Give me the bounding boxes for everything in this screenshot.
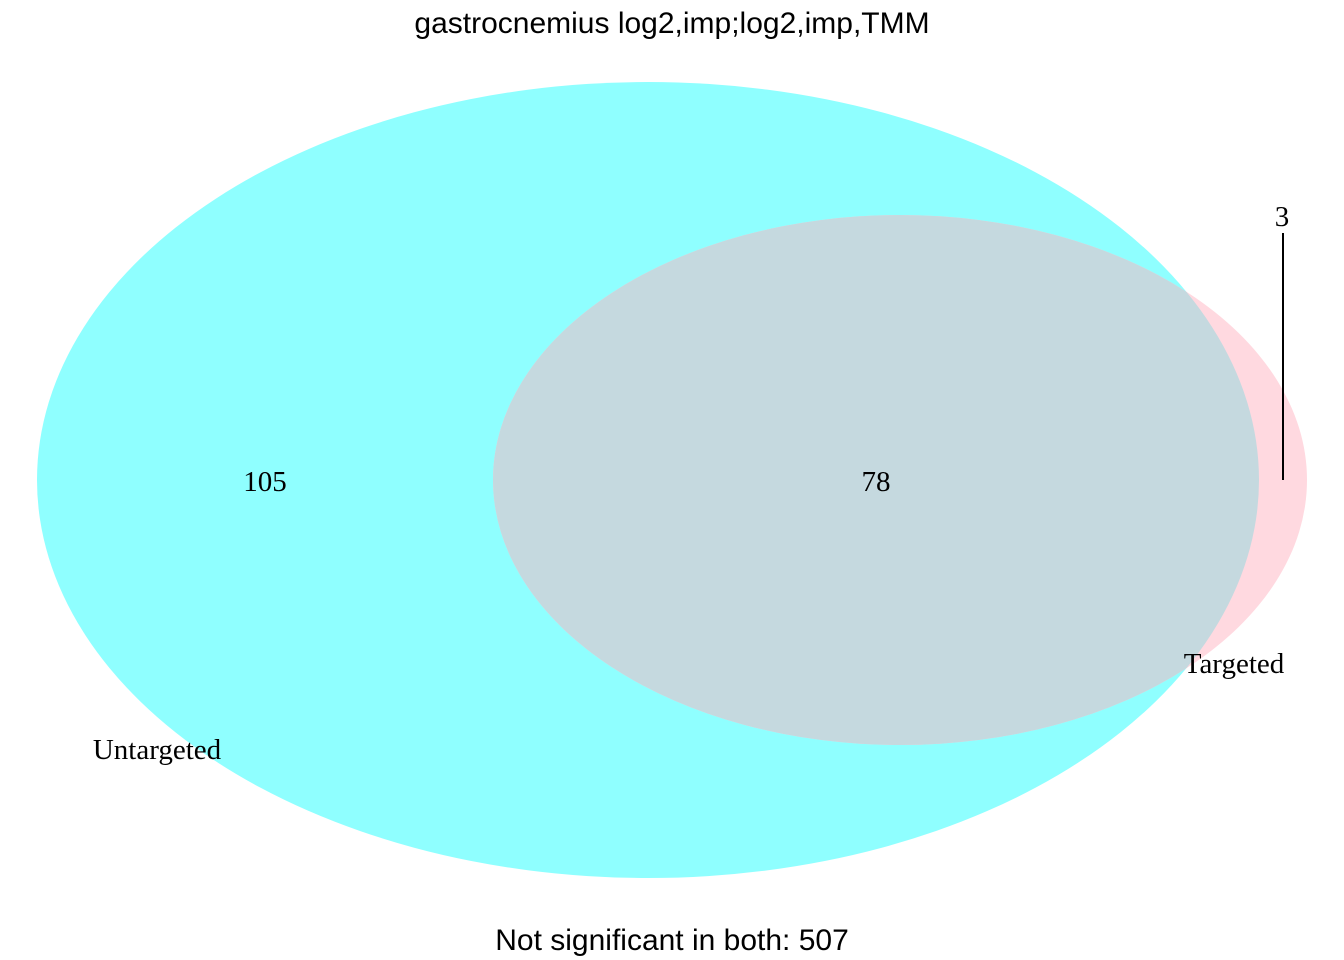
not-significant-footer: Not significant in both: 507 (495, 924, 849, 957)
targeted-set-label: Targeted (1184, 648, 1285, 680)
untargeted-only-count: 105 (243, 466, 287, 498)
untargeted-set-label: Untargeted (93, 734, 222, 766)
overlap-count: 78 (862, 466, 891, 498)
targeted-only-count: 3 (1275, 201, 1290, 233)
overlap-region (493, 215, 1259, 745)
chart-title: gastrocnemius log2,imp;log2,imp,TMM (414, 7, 929, 40)
